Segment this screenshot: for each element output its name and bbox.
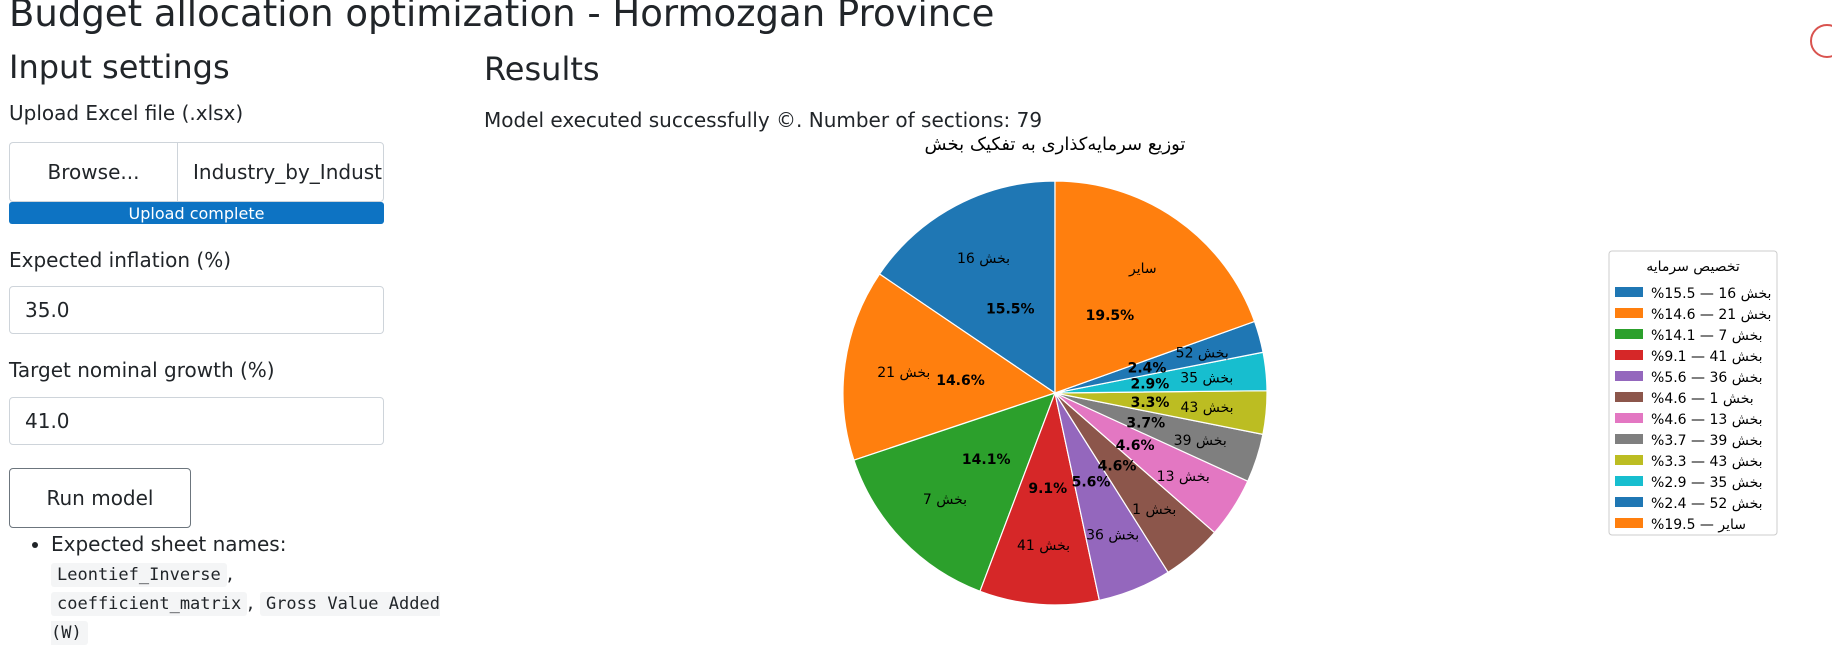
legend-entry: بخش 21 — 14.6% xyxy=(1651,307,1771,323)
slice-percent-label: 15.5% xyxy=(986,302,1035,318)
legend-swatch xyxy=(1615,392,1643,402)
slice-label: بخش 36 xyxy=(1086,527,1139,543)
app-title: Budget allocation optimization - Hormozg… xyxy=(9,0,995,35)
sheet-name-code: Leontief_Inverse xyxy=(51,563,227,587)
slice-label: بخش 35 xyxy=(1180,370,1233,386)
legend-entry: بخش 13 — 4.6% xyxy=(1651,412,1763,428)
file-upload-group: Browse... Industry_by_Indust xyxy=(9,142,384,202)
slice-percent-label: 9.1% xyxy=(1028,481,1067,497)
upload-label: Upload Excel file (.xlsx) xyxy=(9,101,244,125)
slice-percent-label: 3.3% xyxy=(1131,395,1170,411)
file-name-field[interactable]: Industry_by_Indust xyxy=(177,142,384,202)
pie-slice xyxy=(842,273,1057,461)
legend-swatch xyxy=(1615,476,1643,486)
slice-label: بخش 52 xyxy=(1176,346,1229,362)
growth-input[interactable]: 41.0 xyxy=(9,397,384,445)
pie-slice xyxy=(1054,180,1256,394)
slice-percent-label: 2.4% xyxy=(1128,361,1167,377)
input-settings-title: Input settings xyxy=(9,48,230,86)
legend-entry: بخش 39 — 3.7% xyxy=(1651,433,1763,449)
legend-entry: بخش 52 — 2.4% xyxy=(1651,496,1763,512)
slice-percent-label: 14.1% xyxy=(962,452,1011,468)
slice-label: بخش 16 xyxy=(957,251,1010,267)
sheet-separator: , xyxy=(226,561,234,585)
sheet-separator: , xyxy=(247,590,254,614)
legend-swatch xyxy=(1615,413,1643,423)
legend-entry: سایر — 19.5% xyxy=(1651,517,1746,533)
slice-percent-label: 3.7% xyxy=(1126,415,1165,431)
legend-swatch xyxy=(1615,518,1643,528)
chart-title: توزیع سرمایه‌کذاری به تفکیک بخش xyxy=(925,134,1186,155)
legend-swatch xyxy=(1615,308,1643,318)
slice-label: سایر xyxy=(1128,261,1157,277)
results-panel: Results Model executed successfully ©. N… xyxy=(484,48,1824,651)
pie-slice xyxy=(979,390,1101,606)
corner-indicator-icon xyxy=(1810,24,1832,58)
legend-swatch xyxy=(1615,455,1643,465)
growth-label: Target nominal growth (%) xyxy=(9,358,275,382)
inflation-label: Expected inflation (%) xyxy=(9,248,232,272)
slice-percent-label: 4.6% xyxy=(1098,459,1137,475)
slice-label: بخش 13 xyxy=(1157,469,1210,485)
sheet-names-note: Expected sheet names: Leontief_Inverse, … xyxy=(9,530,471,646)
slice-label: بخش 43 xyxy=(1180,400,1233,416)
slice-percent-label: 14.6% xyxy=(936,373,985,389)
status-message: Model executed successfully ©. Number of… xyxy=(484,108,1043,132)
legend-entry: بخش 7 — 14.1% xyxy=(1651,328,1763,344)
legend-title: تخصیص سرمایه xyxy=(1646,259,1740,275)
slice-percent-label: 4.6% xyxy=(1116,438,1155,454)
pie-slice xyxy=(878,180,1056,395)
slice-percent-label: 19.5% xyxy=(1086,308,1135,324)
results-title: Results xyxy=(484,50,600,88)
legend-entry: بخش 36 — 5.6% xyxy=(1651,370,1763,386)
legend-entry: بخش 43 — 3.3% xyxy=(1651,454,1763,470)
sheet-names-label: Expected sheet names: xyxy=(51,532,287,556)
legend-swatch xyxy=(1615,329,1643,339)
legend-entry: بخش 35 — 2.9% xyxy=(1651,475,1763,491)
run-model-button[interactable]: Run model xyxy=(9,468,191,528)
slice-label: بخش 41 xyxy=(1017,538,1070,554)
slice-percent-label: 5.6% xyxy=(1072,474,1111,490)
input-settings-panel: Input settings Upload Excel file (.xlsx)… xyxy=(9,48,440,645)
inflation-input[interactable]: 35.0 xyxy=(9,286,384,334)
legend-swatch xyxy=(1615,434,1643,444)
sheet-name-code: coefficient_matrix xyxy=(51,592,248,616)
slice-label: بخش 39 xyxy=(1174,433,1227,449)
legend-swatch xyxy=(1615,497,1643,507)
legend-swatch xyxy=(1615,287,1643,297)
slice-label: بخش 7 xyxy=(923,492,967,508)
sheet-names-item: Expected sheet names: Leontief_Inverse, … xyxy=(51,530,471,646)
legend-box xyxy=(1608,250,1778,536)
legend-swatch xyxy=(1615,350,1643,360)
legend-entry: بخش 1 — 4.6% xyxy=(1651,391,1754,407)
legend-entry: بخش 16 — 15.5% xyxy=(1651,286,1771,302)
browse-button[interactable]: Browse... xyxy=(9,142,177,202)
slice-label: بخش 21 xyxy=(877,365,930,381)
pie-slice xyxy=(853,392,1057,593)
legend-swatch xyxy=(1615,371,1643,381)
slice-percent-label: 2.9% xyxy=(1130,376,1169,392)
pie-chart: توزیع سرمایه‌کذاری به تفکیک بخش بخش 16 15.… xyxy=(842,134,1778,606)
slice-label: بخش 1 xyxy=(1132,502,1176,518)
upload-progress-bar: Upload complete xyxy=(9,202,384,224)
legend-entry: بخش 41 — 9.1% xyxy=(1651,349,1763,365)
